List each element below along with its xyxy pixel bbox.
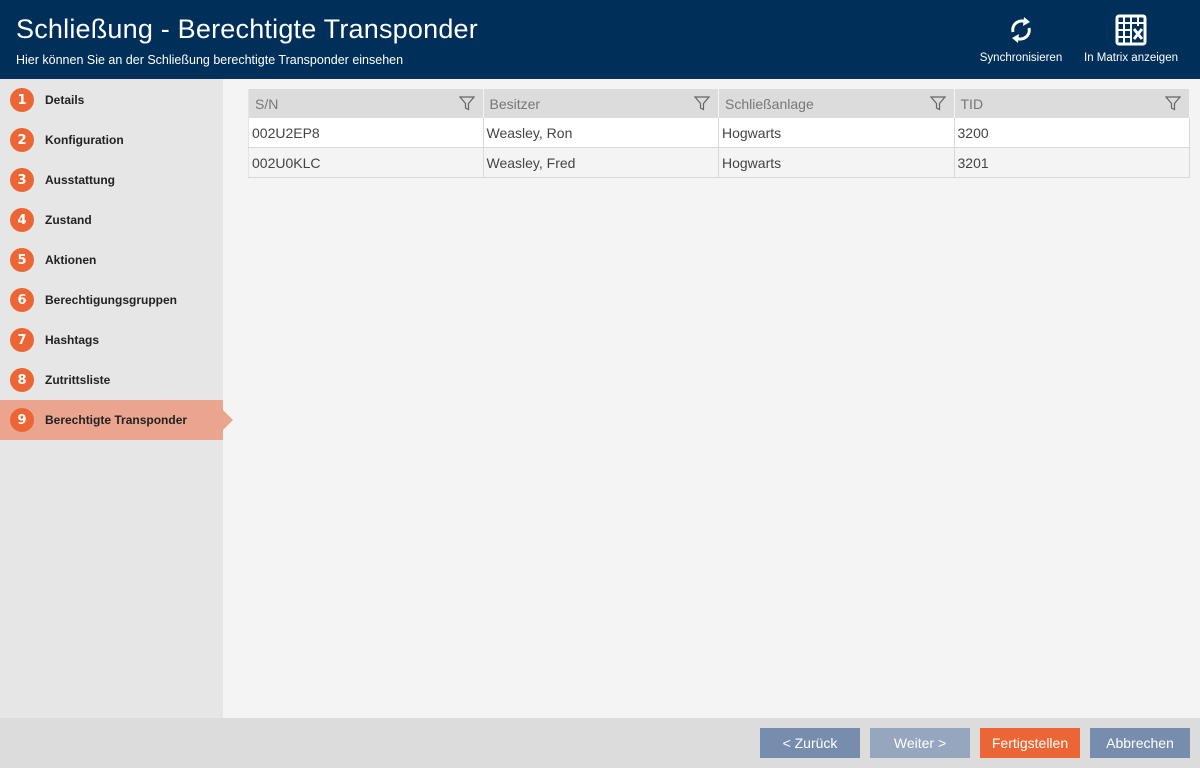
cell-tid: 3201	[955, 148, 1190, 177]
cell-besitzer: Weasley, Fred	[484, 148, 719, 177]
cell-sn: 002U0KLC	[248, 148, 484, 177]
sidebar-item-konfiguration[interactable]: 2 Konfiguration	[0, 120, 223, 160]
sidebar-item-hashtags[interactable]: 7 Hashtags	[0, 320, 223, 360]
matrix-icon	[1115, 14, 1147, 46]
sidebar-item-label: Zutrittsliste	[45, 373, 111, 387]
sidebar-item-label: Hashtags	[45, 333, 100, 347]
sidebar-item-label: Zustand	[45, 213, 92, 227]
sidebar-item-berechtigte-transponder[interactable]: 9 Berechtigte Transponder	[0, 400, 233, 440]
sync-label: Synchronisieren	[979, 52, 1063, 64]
cell-schliessanlage: Hogwarts	[719, 118, 955, 147]
cancel-button[interactable]: Abbrechen	[1090, 728, 1190, 758]
filter-icon[interactable]	[694, 96, 710, 111]
next-button[interactable]: Weiter >	[870, 728, 970, 758]
filter-icon[interactable]	[1165, 96, 1181, 111]
step-number: 4	[10, 208, 34, 232]
sync-icon	[1011, 17, 1031, 43]
column-header-sn[interactable]: S/N	[248, 89, 484, 118]
sidebar-item-details[interactable]: 1 Details	[0, 80, 223, 120]
sidebar-item-ausstattung[interactable]: 3 Ausstattung	[0, 160, 223, 200]
transponder-table: S/N Besitzer Schließanlage TID 002U2EP8 …	[248, 89, 1190, 178]
page-title: Schließung - Berechtigte Transponder	[16, 14, 478, 44]
footer: < Zurück Weiter > Fertigstellen Abbreche…	[0, 718, 1200, 768]
cell-tid: 3200	[955, 118, 1190, 147]
sidebar-item-zutrittsliste[interactable]: 8 Zutrittsliste	[0, 360, 223, 400]
step-number: 6	[10, 288, 34, 312]
column-label: Schließanlage	[725, 95, 814, 112]
sidebar-item-label: Berechtigungsgruppen	[45, 293, 178, 307]
cell-sn: 002U2EP8	[248, 118, 484, 147]
sidebar-item-label: Ausstattung	[45, 173, 115, 187]
column-header-tid[interactable]: TID	[955, 89, 1190, 118]
step-number: 1	[10, 88, 34, 112]
synchronize-button[interactable]: Synchronisieren	[979, 14, 1063, 64]
sidebar-item-zustand[interactable]: 4 Zustand	[0, 200, 223, 240]
matrix-label: In Matrix anzeigen	[1084, 52, 1178, 64]
table-row[interactable]: 002U0KLC Weasley, Fred Hogwarts 3201	[248, 148, 1190, 178]
finish-button[interactable]: Fertigstellen	[980, 728, 1080, 758]
table-header: S/N Besitzer Schließanlage TID	[248, 89, 1190, 118]
filter-icon[interactable]	[929, 96, 946, 111]
step-number: 2	[10, 128, 34, 152]
column-label: Besitzer	[489, 95, 541, 112]
sidebar-item-aktionen[interactable]: 5 Aktionen	[0, 240, 223, 280]
sidebar-item-label: Details	[45, 93, 85, 107]
show-in-matrix-button[interactable]: In Matrix anzeigen	[1082, 14, 1180, 64]
back-button[interactable]: < Zurück	[760, 728, 860, 758]
page-subtitle: Hier können Sie an der Schließung berech…	[16, 53, 404, 67]
sidebar: 1 Details 2 Konfiguration 3 Ausstattung 4 Zu…	[0, 79, 233, 718]
sidebar-item-label: Aktionen	[45, 253, 97, 267]
column-header-schliessanlage[interactable]: Schließanlage	[719, 89, 955, 118]
column-label: S/N	[255, 95, 279, 112]
step-number: 7	[10, 328, 34, 352]
table-row[interactable]: 002U2EP8 Weasley, Ron Hogwarts 3200	[248, 118, 1190, 148]
filter-icon[interactable]	[458, 96, 475, 111]
sidebar-item-label: Berechtigte Transponder	[45, 413, 188, 427]
cell-besitzer: Weasley, Ron	[484, 118, 719, 147]
step-number: 3	[10, 168, 34, 192]
column-header-besitzer[interactable]: Besitzer	[484, 89, 719, 118]
sidebar-item-label: Konfiguration	[45, 133, 124, 147]
step-number: 8	[10, 368, 34, 392]
column-label: TID	[960, 95, 984, 112]
step-number: 9	[10, 408, 34, 432]
step-number: 5	[10, 248, 34, 272]
header: Schließung - Berechtigte Transponder Hie…	[0, 0, 1200, 79]
cell-schliessanlage: Hogwarts	[719, 148, 955, 177]
sidebar-item-berechtigungsgruppen[interactable]: 6 Berechtigungsgruppen	[0, 280, 223, 320]
